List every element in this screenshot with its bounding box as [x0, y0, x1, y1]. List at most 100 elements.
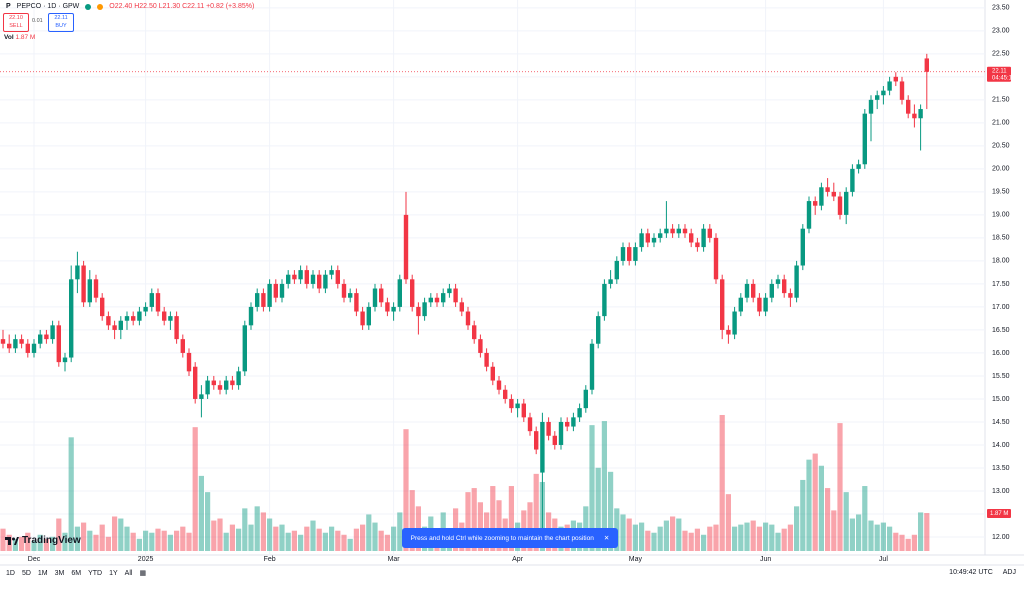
date-range-icon[interactable]: ▦ — [139, 570, 147, 577]
y-tick-label: 20.00 — [992, 166, 1010, 173]
candle-body — [242, 325, 247, 372]
y-tick-label: 23.00 — [992, 28, 1010, 35]
candle-body — [881, 90, 886, 96]
legend-header: P PEPCO · 1D · GPW O22.40 H22.50 L21.30 … — [6, 3, 254, 10]
candle-body — [87, 279, 92, 303]
volume-bar — [812, 453, 818, 551]
x-tick-label: Apr — [512, 556, 524, 563]
candle-body — [428, 297, 433, 303]
logo-text: TradingView — [22, 535, 81, 546]
y-tick-label: 16.50 — [992, 327, 1010, 334]
range-button[interactable]: 1Y — [109, 569, 118, 577]
x-tick-label: Jul — [879, 556, 888, 563]
candle-body — [168, 316, 173, 321]
volume-bar — [267, 518, 273, 551]
x-tick-label: Feb — [264, 556, 276, 563]
candle-body — [813, 201, 818, 206]
volume-bar — [378, 530, 384, 551]
y-tick-label: 18.00 — [992, 258, 1010, 265]
volume-bar — [744, 522, 750, 551]
buy-price: 22.11 — [54, 15, 68, 21]
candle-body — [7, 343, 12, 349]
symbol[interactable]: PEPCO · 1D · GPW — [16, 3, 80, 10]
candle-body — [583, 389, 588, 409]
buy-label: BUY — [55, 23, 67, 29]
candle-body — [472, 325, 477, 340]
volume-bar — [211, 520, 217, 551]
range-button[interactable]: YTD — [88, 569, 103, 577]
volume-bar — [911, 534, 917, 551]
volume-bar — [849, 518, 855, 551]
range-button[interactable]: 5D — [21, 569, 31, 577]
x-tick-label: May — [629, 556, 643, 563]
volume-bar — [130, 532, 136, 551]
volume-bar — [279, 524, 285, 551]
candle-body — [459, 302, 464, 312]
candle-body — [366, 306, 371, 326]
candle-body — [379, 288, 384, 303]
volume-bar — [105, 536, 111, 551]
volume-bar — [25, 532, 31, 551]
candle-body — [720, 279, 725, 330]
candle-body — [255, 293, 260, 307]
volume-legend-label: Vol — [4, 34, 14, 41]
candle-body — [596, 316, 601, 344]
candle-body — [391, 306, 396, 312]
volume-bar — [732, 526, 738, 551]
candle-body — [651, 237, 657, 243]
candle-body — [112, 325, 117, 330]
volume-bar — [254, 506, 260, 551]
grid-layer — [0, 0, 985, 555]
y-tick-label: 20.50 — [992, 143, 1010, 150]
adj-toggle[interactable]: ADJ — [1002, 569, 1016, 576]
range-button[interactable]: 1D — [6, 569, 15, 577]
volume-bar — [236, 528, 242, 551]
volume-bar — [136, 538, 142, 551]
volume-bar — [198, 475, 204, 551]
volume-bar — [856, 514, 862, 551]
volume-bar — [763, 522, 769, 551]
status-dot — [97, 3, 104, 10]
candle-body — [552, 435, 557, 445]
candle-body — [924, 58, 929, 72]
candle-body — [434, 297, 440, 303]
candle-body — [887, 81, 892, 91]
volume-bar — [248, 524, 254, 551]
volume-bar — [124, 526, 130, 551]
volume-bar — [899, 534, 905, 551]
volume-bar — [322, 532, 328, 551]
volume-bar — [229, 524, 235, 551]
candle-body — [131, 316, 136, 321]
range-button[interactable]: 6M — [71, 569, 82, 577]
buy-button[interactable]: 22.11 BUY — [48, 13, 74, 32]
candle-body — [856, 164, 861, 169]
range-button[interactable]: 3M — [54, 569, 65, 577]
candle-body — [577, 408, 582, 418]
sell-button[interactable]: 22.10 SELL — [3, 13, 29, 32]
candle-body — [304, 270, 309, 284]
candle-body — [701, 228, 706, 248]
volume-bar — [353, 528, 359, 551]
tradingview-logo[interactable]: TradingView — [5, 535, 81, 546]
volume-bar — [490, 486, 496, 551]
candle-body — [279, 283, 285, 298]
last-price-label: 22.11 — [992, 68, 1007, 74]
candle-body — [707, 228, 712, 238]
candle-body — [341, 283, 347, 298]
candle-body — [298, 270, 303, 280]
candle-body — [124, 316, 130, 321]
sell-price: 22.10 — [9, 15, 23, 21]
volume-bar — [663, 520, 669, 551]
volume-bar — [409, 490, 415, 551]
range-button[interactable]: 1M — [37, 569, 48, 577]
volume-bar — [397, 512, 403, 551]
candle-body — [38, 334, 43, 344]
toast-close[interactable]: ✕ — [603, 535, 610, 542]
candle-body — [589, 343, 595, 390]
candle-body — [261, 293, 266, 307]
candle-body — [571, 417, 576, 427]
volume-bar — [68, 437, 74, 551]
status-dot — [85, 3, 92, 10]
range-button[interactable]: All — [124, 569, 133, 577]
